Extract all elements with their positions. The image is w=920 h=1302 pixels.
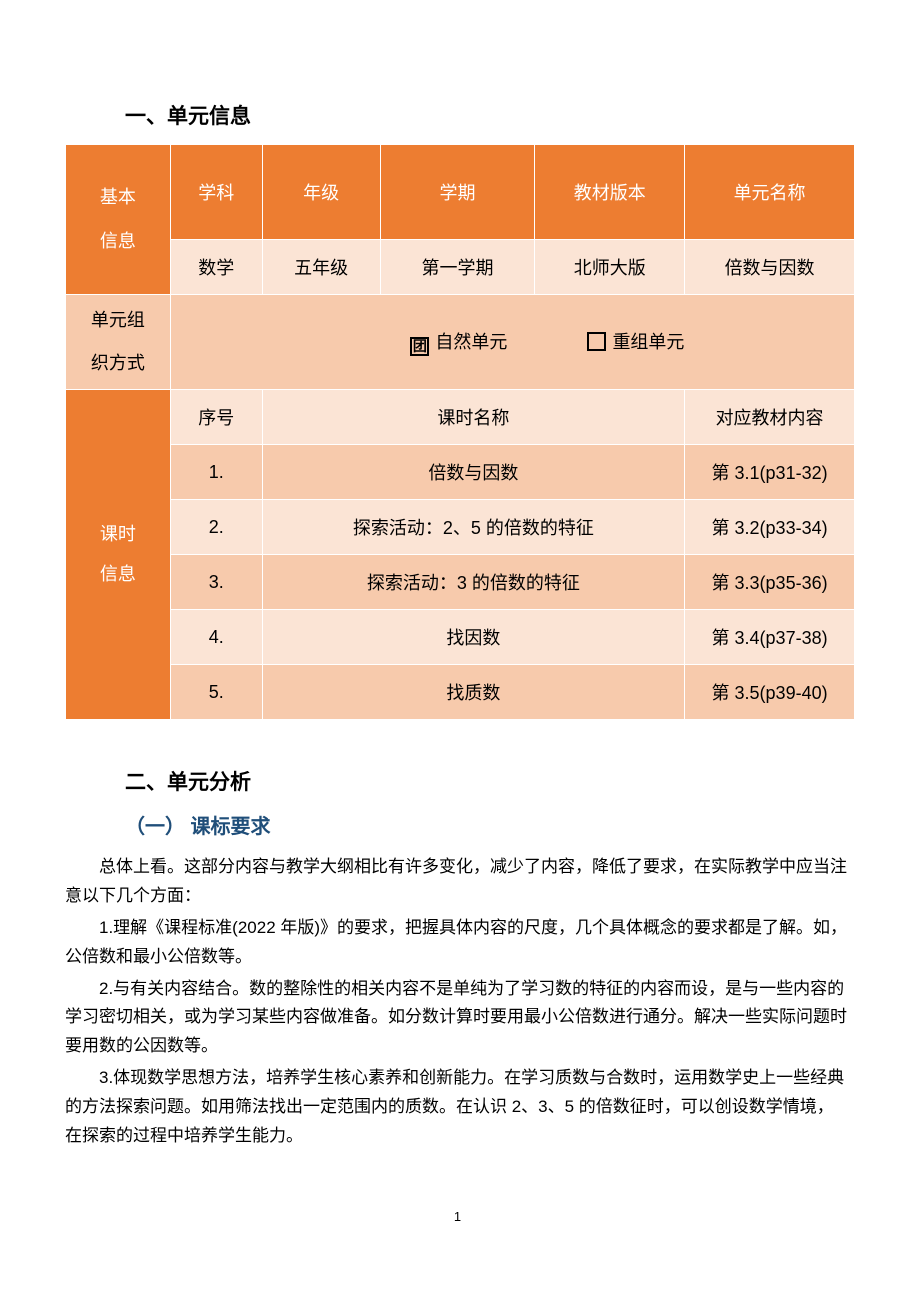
subsection-heading: （一） 课标要求 <box>125 810 850 839</box>
table-row: 4. 找因数 第 3.4(p37-38) <box>66 610 855 665</box>
checkbox-empty-icon <box>587 332 606 351</box>
hdr-grade: 年级 <box>262 145 380 240</box>
hdr-unit: 单元名称 <box>685 145 855 240</box>
basic-info-label: 基本 信息 <box>66 145 171 295</box>
lesson-name: 找因数 <box>262 610 684 665</box>
lesson-ref: 第 3.1(p31-32) <box>685 445 855 500</box>
table-row: 3. 探索活动：3 的倍数的特征 第 3.3(p35-36) <box>66 555 855 610</box>
unit-info-table: 基本 信息 学科 年级 学期 教材版本 单元名称 数学 五年级 第一学期 北师大… <box>65 144 855 720</box>
opt-recomb: 重组单元 <box>612 332 684 352</box>
lesson-name: 倍数与因数 <box>262 445 684 500</box>
lesson-no: 2. <box>170 500 262 555</box>
section-heading-2: 二、单元分析 <box>125 766 850 796</box>
checkbox-checked-icon: 团 <box>410 337 429 356</box>
val-grade: 五年级 <box>262 240 380 295</box>
lesson-no: 4. <box>170 610 262 665</box>
hdr-lesson-no: 序号 <box>170 390 262 445</box>
hdr-lesson-name: 课时名称 <box>262 390 684 445</box>
lesson-ref: 第 3.3(p35-36) <box>685 555 855 610</box>
body-text: 总体上看。这部分内容与教学大纲相比有许多变化，减少了内容，降低了要求，在实际教学… <box>65 853 850 911</box>
body-text: 1.理解《课程标准(2022 年版)》的要求，把握具体内容的尺度，几个具体概念的… <box>65 914 850 972</box>
lesson-no: 1. <box>170 445 262 500</box>
unit-org-cell: 团自然单元 重组单元 <box>170 295 854 390</box>
val-edition: 北师大版 <box>535 240 685 295</box>
unit-org-label: 单元组 织方式 <box>66 295 171 390</box>
lesson-name: 探索活动：3 的倍数的特征 <box>262 555 684 610</box>
hdr-term: 学期 <box>380 145 535 240</box>
lesson-name: 找质数 <box>262 665 684 720</box>
table-row: 2. 探索活动：2、5 的倍数的特征 第 3.2(p33-34) <box>66 500 855 555</box>
lesson-info-label: 课时 信息 <box>66 390 171 720</box>
hdr-edition: 教材版本 <box>535 145 685 240</box>
lesson-no: 3. <box>170 555 262 610</box>
lesson-no: 5. <box>170 665 262 720</box>
body-text: 2.与有关内容结合。数的整除性的相关内容不是单纯为了学习数的特征的内容而设，是与… <box>65 975 850 1062</box>
val-unit: 倍数与因数 <box>685 240 855 295</box>
opt-natural: 自然单元 <box>435 332 507 352</box>
lesson-ref: 第 3.4(p37-38) <box>685 610 855 665</box>
page-number: 1 <box>65 1209 850 1224</box>
lesson-name: 探索活动：2、5 的倍数的特征 <box>262 500 684 555</box>
table-row: 1. 倍数与因数 第 3.1(p31-32) <box>66 445 855 500</box>
section-heading-1: 一、单元信息 <box>125 100 850 130</box>
lesson-ref: 第 3.5(p39-40) <box>685 665 855 720</box>
body-text: 3.体现数学思想方法，培养学生核心素养和创新能力。在学习质数与合数时，运用数学史… <box>65 1064 850 1151</box>
lesson-ref: 第 3.2(p33-34) <box>685 500 855 555</box>
hdr-subject: 学科 <box>170 145 262 240</box>
table-row: 5. 找质数 第 3.5(p39-40) <box>66 665 855 720</box>
hdr-lesson-ref: 对应教材内容 <box>685 390 855 445</box>
val-term: 第一学期 <box>380 240 535 295</box>
val-subject: 数学 <box>170 240 262 295</box>
